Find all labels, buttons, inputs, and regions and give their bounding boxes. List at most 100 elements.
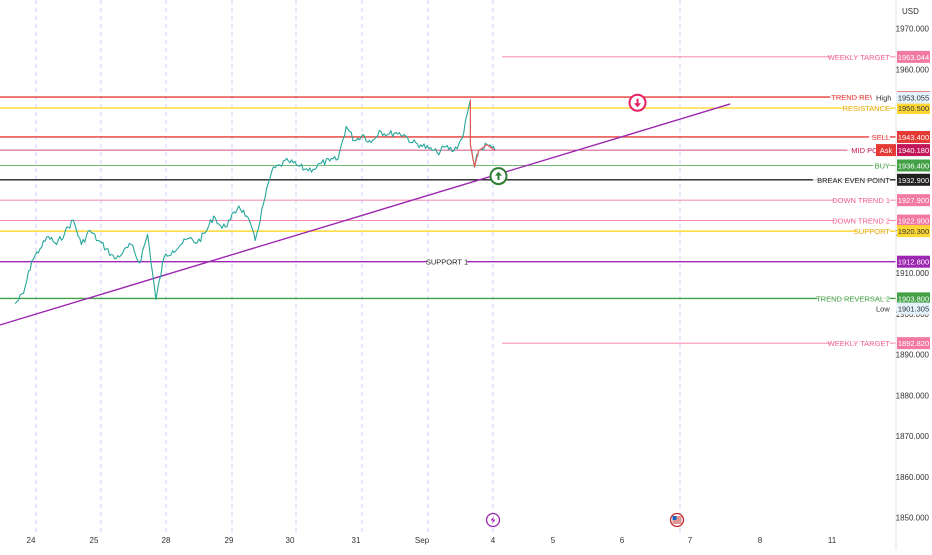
level-label-bg [427, 255, 467, 267]
level-label: BUY [875, 161, 890, 170]
level-label-bg [847, 144, 890, 156]
buy-arrow-icon[interactable] [489, 167, 508, 186]
level-label-bg [830, 50, 890, 62]
price-tag-label: 1963.044 [898, 53, 929, 62]
price-tag [897, 173, 930, 186]
ask-label: Ask [880, 146, 893, 155]
price-tag-label: 1903.800 [898, 294, 929, 303]
lightning-icon[interactable] [485, 512, 501, 528]
price-line-drop [469, 99, 496, 168]
level-label: MID POINT [851, 146, 890, 155]
level-label-bg [812, 173, 890, 185]
range-marker-tag [897, 302, 930, 315]
ask-tag [876, 144, 896, 157]
price-tag [897, 214, 930, 227]
x-tick-label: 25 [90, 536, 99, 545]
range-marker-name: Low [876, 305, 890, 314]
price-tag [897, 102, 930, 115]
x-tick-label: 11 [828, 536, 837, 545]
level-label-bg [834, 214, 890, 226]
price-tag-label: 1940.180 [898, 146, 929, 155]
level-label-bg [868, 130, 890, 142]
level-labels: WEEKLY TARGET TREND REVERS RESISTANCE SELL M… [426, 50, 891, 349]
level-lines [0, 56, 896, 344]
price-tags: 1963.044 1953.0551950.500 1943.400 1940.180… [872, 50, 930, 350]
price-tag-label: 1936.400 [898, 161, 929, 170]
x-tick-label: 30 [286, 536, 295, 545]
y-tick-label: 1860.000 [896, 473, 930, 482]
currency-label[interactable]: USD [902, 7, 919, 16]
price-tag [897, 50, 930, 63]
signal-layer [489, 93, 647, 186]
level-label: RESISTANCE [843, 104, 890, 113]
price-tag [897, 159, 930, 172]
y-tick-label: 1850.000 [896, 514, 930, 523]
x-tick-label: 24 [27, 536, 36, 545]
sell-arrow-icon[interactable] [628, 93, 647, 112]
price-line [14, 99, 496, 305]
level-label-bg [873, 159, 890, 171]
price-tag [897, 144, 930, 157]
level-label-bg [855, 225, 890, 237]
price-tag-label: 1932.900 [898, 176, 929, 185]
x-tick-label: 7 [688, 536, 693, 545]
price-tag-label: 1922.900 [898, 217, 929, 226]
price-tag-label: 1920.300 [898, 227, 929, 236]
event-icons [485, 512, 685, 528]
signal-arrow-head [495, 171, 502, 176]
x-tick-label: 5 [551, 536, 556, 545]
y-tick-label: 1890.000 [896, 351, 930, 360]
level-label: BREAK EVEN POINT [817, 176, 890, 185]
price-tag [897, 292, 930, 305]
signal-arrow-head [634, 103, 642, 108]
y-tick-label: 1870.000 [896, 432, 930, 441]
range-marker-value: 1901.305 [898, 305, 929, 314]
level-label: TREND REVERS [831, 93, 890, 102]
event-icon-ring [669, 512, 685, 528]
price-tag-label: 1950.500 [898, 104, 929, 113]
time-axis: 24 25 28 29 30 31 Sep 4 5 6 7 8 11 [27, 536, 837, 545]
level-label: WEEKLY TARGET [828, 53, 891, 62]
x-tick-label: 8 [758, 536, 763, 545]
level-label-bg [830, 91, 890, 103]
level-label: DOWN TREND 1 [832, 196, 890, 205]
trendline[interactable] [0, 103, 731, 340]
x-tick-label: 28 [162, 536, 171, 545]
lightning-bolt [490, 516, 496, 524]
range-marker-name: High [876, 94, 891, 103]
flag-canton [672, 516, 677, 520]
price-tag [897, 337, 930, 350]
x-tick-label: Sep [415, 536, 430, 545]
price-tag-label: 1912.800 [898, 258, 929, 267]
range-marker-tag [897, 91, 930, 104]
range-marker-name-bg [872, 91, 896, 104]
level-label-bg [817, 292, 890, 304]
level-label: SUPPORT 1 [426, 258, 468, 267]
x-tick-label: 4 [491, 536, 496, 545]
level-label: DOWN TREND 2 [832, 217, 890, 226]
price-tag-label: 1927.900 [898, 196, 929, 205]
y-tick-label: 1970.000 [896, 25, 930, 34]
price-tag [897, 194, 930, 207]
price-tag-label: 1892.820 [898, 339, 929, 348]
y-tick-label: 1880.000 [896, 391, 930, 400]
range-marker-name-bg [872, 302, 896, 315]
trendline-layer [0, 103, 731, 340]
price-tag [897, 255, 930, 268]
price-tag [897, 130, 930, 143]
level-label-bg [834, 194, 890, 206]
x-tick-label: 31 [352, 536, 361, 545]
level-label: SUPPORT [854, 227, 891, 236]
price-series [14, 99, 496, 305]
range-marker-value: 1953.055 [898, 94, 929, 103]
level-label: WEEKLY TARGET [828, 339, 891, 348]
us-flag-icon[interactable] [669, 512, 685, 528]
grid [35, 0, 681, 534]
level-label: TREND REVERSAL 2 [816, 294, 890, 303]
x-tick-label: 6 [620, 536, 625, 545]
level-label: SELL [872, 133, 890, 142]
y-tick-label: 1960.000 [896, 65, 930, 74]
level-label-bg [843, 102, 890, 114]
